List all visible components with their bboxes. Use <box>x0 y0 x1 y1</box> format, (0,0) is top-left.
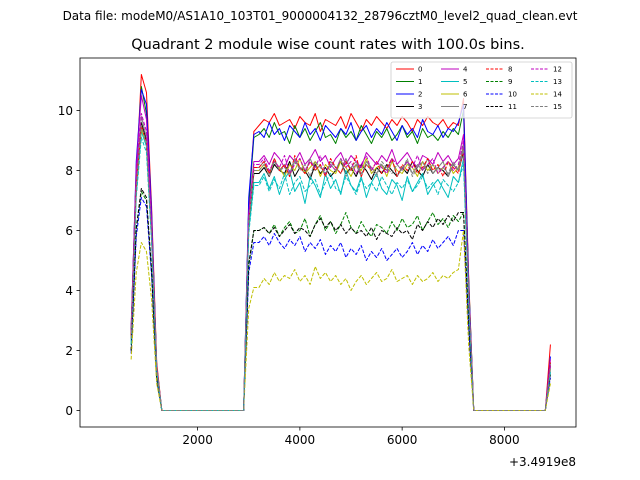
y-tick-label: 10 <box>58 104 73 118</box>
y-tick-label: 4 <box>65 284 73 298</box>
legend-label-3: 3 <box>418 103 422 111</box>
legend-label-14: 14 <box>553 91 562 99</box>
series-line-15 <box>130 125 551 411</box>
series-line-7 <box>130 116 551 411</box>
legend-label-7: 7 <box>463 103 467 111</box>
x-tick-label: 6000 <box>387 433 418 447</box>
legend-box <box>390 61 573 119</box>
series-line-3 <box>130 122 551 411</box>
legend-label-15: 15 <box>553 103 562 111</box>
y-tick-label: 0 <box>65 404 73 418</box>
x-tick-label: 8000 <box>489 433 520 447</box>
y-tick-label: 2 <box>65 344 73 358</box>
series-line-8 <box>130 125 551 411</box>
legend-label-10: 10 <box>508 91 517 99</box>
legend-label-12: 12 <box>553 66 562 74</box>
series-line-1 <box>130 86 551 411</box>
y-tick-label: 8 <box>65 164 73 178</box>
legend-label-1: 1 <box>418 78 422 86</box>
series-line-0 <box>130 74 551 411</box>
legend-label-2: 2 <box>418 91 422 99</box>
series-line-6 <box>130 128 551 411</box>
axes-frame <box>79 57 577 428</box>
x-tick-label: 4000 <box>285 433 316 447</box>
series-line-10 <box>130 197 551 411</box>
series-line-11 <box>130 188 551 411</box>
legend-label-11: 11 <box>508 103 517 111</box>
chart-suptitle: Data file: modeM0/AS1A10_103T01_90000041… <box>63 9 578 23</box>
legend-label-0: 0 <box>418 66 422 74</box>
x-axis-offset-label: +3.4919e8 <box>509 455 576 469</box>
series-line-14 <box>130 230 551 411</box>
legend-label-6: 6 <box>463 91 468 99</box>
axis-ticks: 2000 4000 6000 8000 0 2 4 6 8 10 <box>58 104 520 447</box>
chart-title: Quadrant 2 module wise count rates with … <box>131 37 525 53</box>
series-line-13 <box>130 137 551 411</box>
legend-label-9: 9 <box>508 78 512 86</box>
legend-label-8: 8 <box>508 66 512 74</box>
x-tick-label: 2000 <box>182 433 213 447</box>
plot-area <box>130 74 551 411</box>
legend-label-4: 4 <box>463 66 468 74</box>
series-line-2 <box>130 89 551 411</box>
series-line-12 <box>130 113 551 411</box>
legend-label-13: 13 <box>553 78 562 86</box>
series-line-4 <box>130 95 551 411</box>
legend-label-5: 5 <box>463 78 467 86</box>
y-tick-label: 6 <box>65 224 73 238</box>
